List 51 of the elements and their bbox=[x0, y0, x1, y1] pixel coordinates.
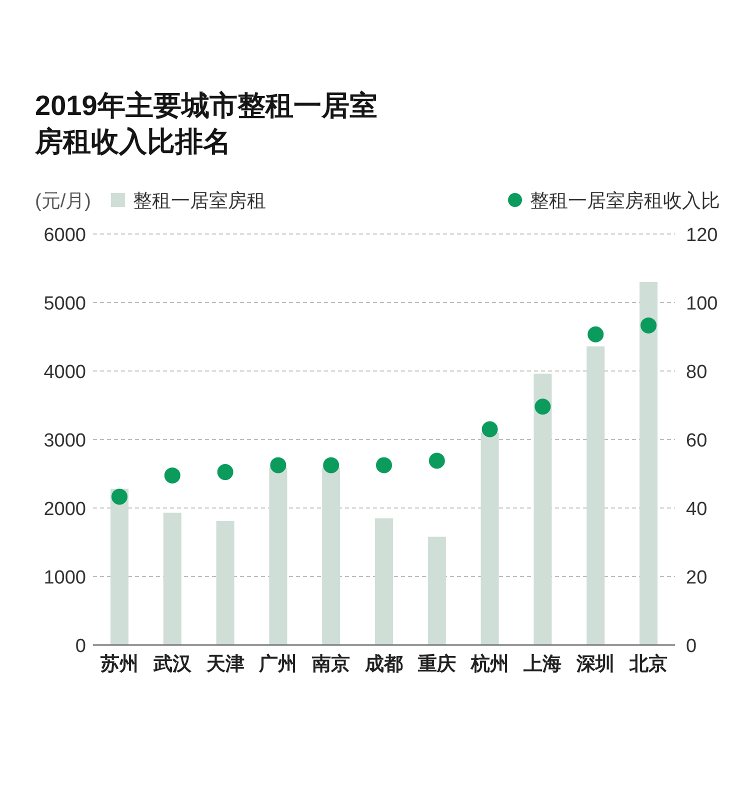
y2-tick-label: 20 bbox=[686, 568, 708, 588]
y-axis-title: (元/月) bbox=[35, 191, 91, 212]
bar bbox=[480, 432, 499, 645]
y2-tick-label: 40 bbox=[686, 499, 708, 520]
point bbox=[217, 464, 234, 480]
y-tick-label: 0 bbox=[75, 636, 86, 657]
point bbox=[428, 452, 445, 469]
bar bbox=[428, 536, 446, 645]
bar bbox=[163, 512, 182, 645]
y-tick-label: 1000 bbox=[44, 568, 86, 588]
chart-title: 2019年主要城市整租一居室房租收入比排名 bbox=[35, 89, 378, 159]
point bbox=[482, 421, 498, 438]
bar bbox=[375, 518, 393, 645]
x-tick-label: 广州 bbox=[258, 653, 298, 675]
x-tick-label: 重庆 bbox=[416, 653, 456, 675]
x-tick-label: 北京 bbox=[628, 653, 668, 675]
point bbox=[640, 317, 657, 334]
x-tick-label: 苏州 bbox=[99, 653, 138, 675]
bar bbox=[269, 468, 288, 645]
bar bbox=[640, 282, 658, 645]
y2-tick-label: 120 bbox=[686, 225, 718, 246]
y2-tick-label: 0 bbox=[686, 636, 697, 657]
legend-label: 整租一居室房租收入比 bbox=[530, 190, 720, 212]
bar bbox=[216, 521, 234, 645]
point bbox=[164, 467, 180, 484]
y2-tick-label: 60 bbox=[686, 430, 708, 452]
legend-label: 整租一居室房租 bbox=[132, 190, 266, 212]
point bbox=[270, 457, 286, 474]
y-tick-label: 4000 bbox=[44, 362, 86, 383]
x-tick-label: 杭州 bbox=[470, 653, 509, 675]
bar bbox=[322, 468, 340, 645]
y-tick-label: 3000 bbox=[44, 430, 86, 452]
y2-tick-label: 80 bbox=[686, 362, 708, 383]
y-tick-label: 5000 bbox=[44, 294, 86, 314]
x-tick-label: 南京 bbox=[311, 653, 350, 675]
x-tick-label: 上海 bbox=[522, 653, 562, 675]
x-tick-label: 天津 bbox=[205, 653, 244, 675]
bar bbox=[586, 346, 605, 645]
x-tick-label: 深圳 bbox=[576, 653, 615, 675]
point bbox=[323, 457, 340, 474]
bar bbox=[110, 488, 128, 645]
y-tick-label: 6000 bbox=[44, 225, 86, 246]
point bbox=[111, 488, 128, 505]
y-tick-label: 2000 bbox=[44, 499, 86, 520]
x-tick-label: 成都 bbox=[364, 653, 403, 675]
x-tick-label: 武汉 bbox=[152, 653, 192, 675]
point bbox=[376, 457, 392, 474]
point bbox=[534, 398, 551, 415]
bar bbox=[534, 374, 552, 645]
y2-tick-label: 100 bbox=[686, 294, 718, 314]
point bbox=[588, 326, 604, 342]
